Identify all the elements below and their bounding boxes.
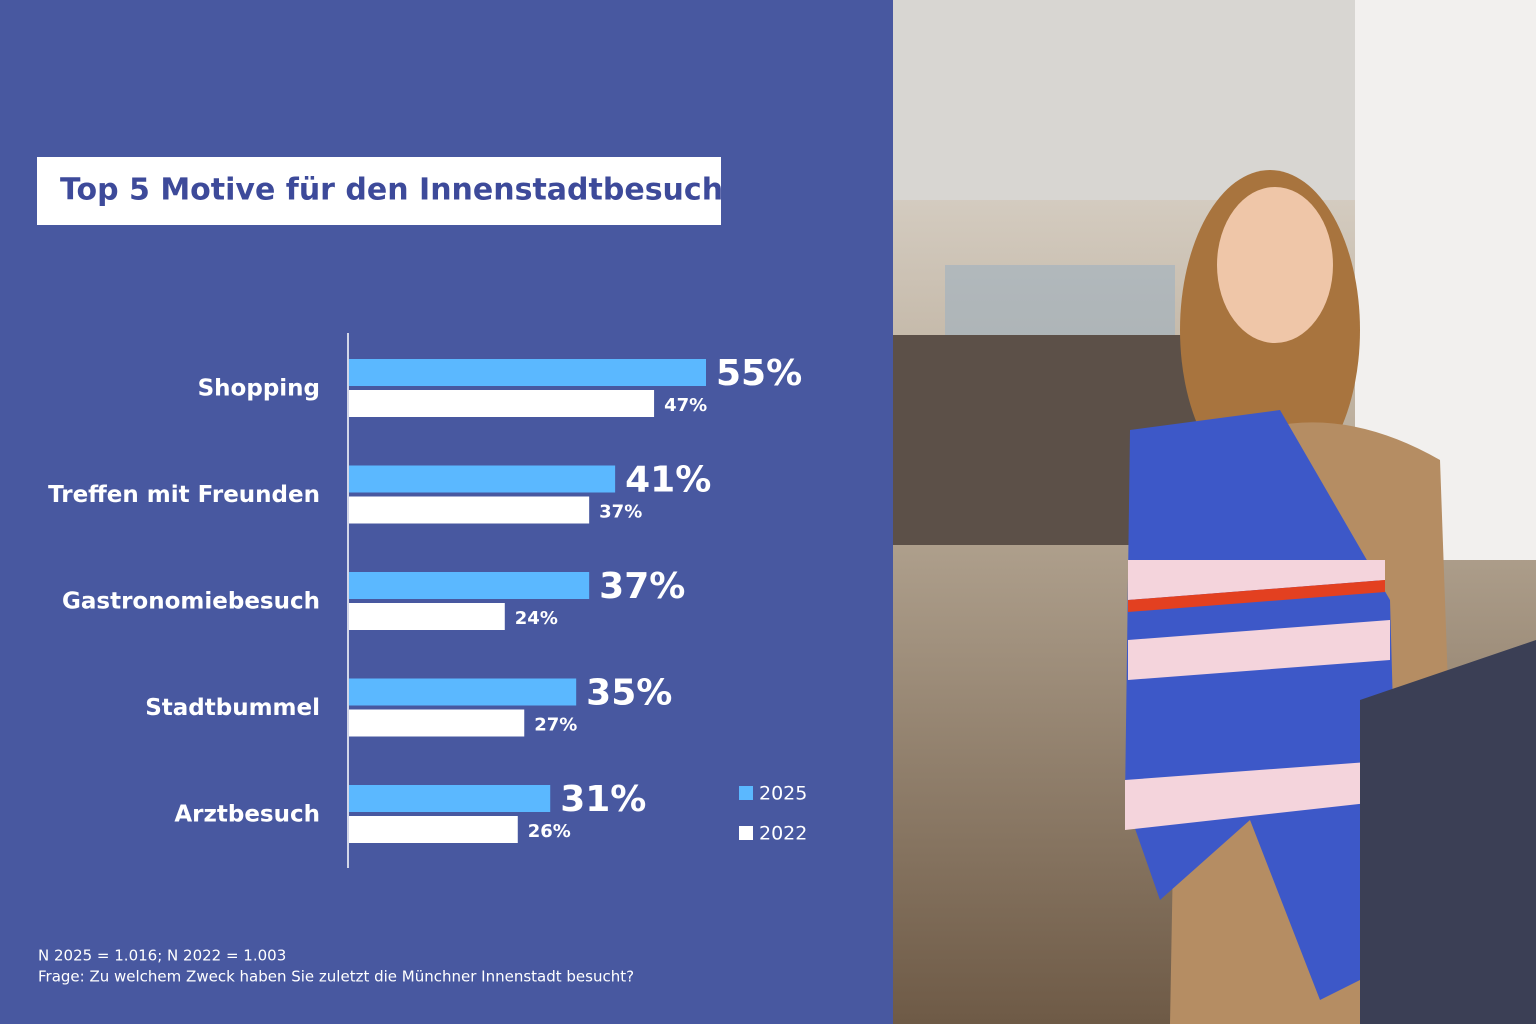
value-label: 37% bbox=[599, 566, 685, 607]
value-label: 41% bbox=[625, 460, 711, 501]
value-label: 31% bbox=[560, 779, 646, 820]
bar bbox=[349, 496, 590, 524]
title-box bbox=[37, 157, 721, 225]
legend-swatch bbox=[739, 786, 753, 800]
value-label: 35% bbox=[586, 673, 672, 714]
legend-label: 2022 bbox=[759, 823, 807, 845]
legend-swatch bbox=[739, 826, 753, 840]
legend-label: 2025 bbox=[759, 783, 807, 805]
value-label: 27% bbox=[534, 715, 577, 736]
bar bbox=[349, 785, 551, 812]
chart-title: Top 5 Motive für den Innenstadtbesuch bbox=[60, 173, 723, 208]
value-label: 55% bbox=[716, 353, 802, 394]
bar bbox=[349, 678, 577, 706]
bar bbox=[349, 603, 505, 630]
category-label: Treffen mit Freunden bbox=[48, 482, 320, 508]
value-label: 47% bbox=[664, 395, 707, 416]
value-label: 26% bbox=[528, 821, 571, 842]
bar bbox=[349, 816, 518, 843]
category-label: Gastronomiebesuch bbox=[62, 589, 320, 615]
category-label: Stadtbummel bbox=[145, 695, 320, 721]
bar bbox=[349, 465, 616, 493]
footnote: Frage: Zu welchem Zweck haben Sie zuletz… bbox=[38, 968, 634, 986]
category-label: Shopping bbox=[198, 376, 320, 402]
bar bbox=[349, 390, 655, 417]
photo bbox=[893, 0, 1536, 1024]
bar bbox=[349, 572, 590, 599]
value-label: 24% bbox=[515, 608, 558, 629]
value-label: 37% bbox=[599, 502, 642, 523]
category-label: Arztbesuch bbox=[174, 802, 320, 828]
bar bbox=[349, 709, 525, 737]
footnote: N 2025 = 1.016; N 2022 = 1.003 bbox=[38, 947, 286, 965]
bar bbox=[349, 359, 706, 386]
